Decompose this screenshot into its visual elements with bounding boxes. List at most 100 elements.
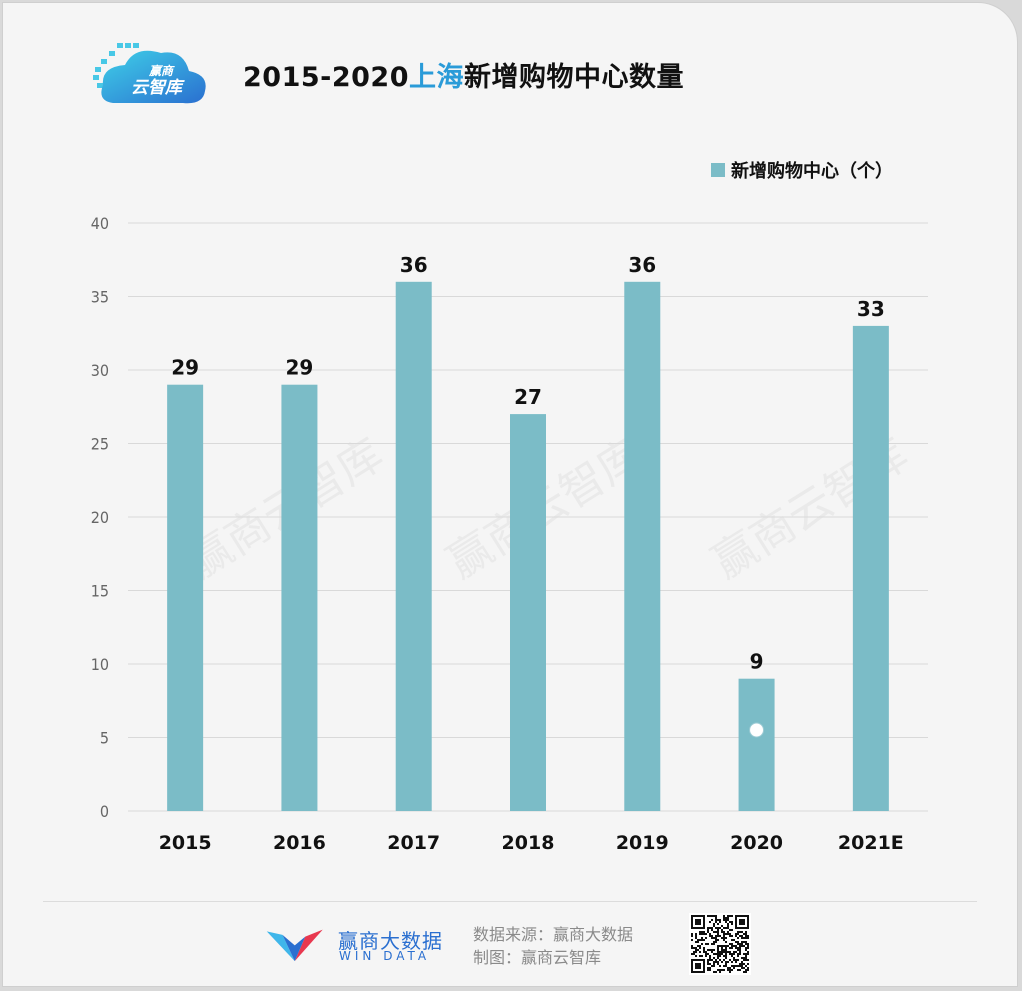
data-label: 29 xyxy=(171,356,199,380)
qr-module xyxy=(711,951,713,953)
qr-module xyxy=(731,935,733,937)
qr-module xyxy=(705,933,707,935)
qr-module xyxy=(729,969,731,971)
chart-title: 2015-2020上海新增购物中心数量 xyxy=(243,55,684,94)
qr-module xyxy=(723,933,725,935)
qr-module xyxy=(747,935,749,937)
qr-module xyxy=(703,949,705,951)
qr-module xyxy=(731,945,733,947)
qr-module xyxy=(709,957,711,959)
qr-module xyxy=(731,953,733,955)
bar xyxy=(167,384,204,811)
qr-module xyxy=(707,953,709,955)
qr-module xyxy=(701,939,703,941)
qr-module xyxy=(705,955,707,957)
qr-module xyxy=(705,951,707,953)
qr-module xyxy=(717,939,719,941)
qr-module xyxy=(731,965,733,967)
qr-module xyxy=(721,949,723,951)
bar xyxy=(395,281,432,811)
qr-module xyxy=(723,959,725,961)
qr-module xyxy=(723,951,725,953)
qr-module xyxy=(695,951,697,953)
qr-module xyxy=(717,931,719,933)
qr-module xyxy=(709,933,711,935)
qr-module xyxy=(727,951,729,953)
qr-module xyxy=(717,929,719,931)
qr-module xyxy=(733,939,735,941)
qr-module xyxy=(731,961,733,963)
qr-module xyxy=(733,951,735,953)
qr-module xyxy=(717,963,719,965)
qr-module xyxy=(745,959,747,961)
qr-module xyxy=(717,969,719,971)
qr-module xyxy=(729,953,731,955)
qr-module xyxy=(695,955,697,957)
qr-module xyxy=(735,945,737,947)
logo-text-bottom: 云智库 xyxy=(131,78,185,98)
qr-finder xyxy=(739,919,745,925)
qr-module xyxy=(707,949,709,951)
qr-module xyxy=(715,931,717,933)
qr-module xyxy=(713,961,715,963)
qr-module xyxy=(721,951,723,953)
qr-module xyxy=(725,953,727,955)
qr-module xyxy=(711,937,713,939)
qr-module xyxy=(713,953,715,955)
qr-module xyxy=(725,917,727,919)
qr-module xyxy=(729,971,731,973)
qr-module xyxy=(719,959,721,961)
qr-module xyxy=(703,933,705,935)
qr-module xyxy=(725,937,727,939)
qr-module xyxy=(729,933,731,935)
qr-finder xyxy=(735,915,737,929)
qr-module xyxy=(739,949,741,951)
qr-module xyxy=(725,933,727,935)
qr-module xyxy=(727,969,729,971)
qr-module xyxy=(713,941,715,943)
qr-module xyxy=(715,927,717,929)
qr-module xyxy=(725,927,727,929)
qr-module xyxy=(735,941,737,943)
qr-module xyxy=(709,969,711,971)
qr-module xyxy=(719,951,721,953)
bar-watermark-icon xyxy=(749,722,765,738)
qr-module xyxy=(715,941,717,943)
qr-module xyxy=(735,959,737,961)
qr-module xyxy=(729,959,731,961)
qr-module xyxy=(747,947,749,949)
qr-module xyxy=(711,927,713,929)
qr-module xyxy=(699,931,701,933)
qr-module xyxy=(731,915,733,917)
qr-module xyxy=(719,945,721,947)
qr-module xyxy=(741,931,743,933)
qr-module xyxy=(745,933,747,935)
y-tick-label: 10 xyxy=(91,655,109,674)
qr-module xyxy=(723,927,725,929)
qr-module xyxy=(723,965,725,967)
qr-module xyxy=(705,937,707,939)
qr-module xyxy=(709,921,711,923)
y-tick-label: 15 xyxy=(91,582,109,601)
bar xyxy=(624,281,661,811)
qr-module xyxy=(719,953,721,955)
qr-module xyxy=(725,949,727,951)
qr-module xyxy=(709,955,711,957)
data-label: 29 xyxy=(286,356,314,380)
qr-module xyxy=(723,915,725,917)
qr-module xyxy=(739,935,741,937)
qr-module xyxy=(715,961,717,963)
qr-module xyxy=(707,915,709,917)
qr-module xyxy=(739,931,741,933)
qr-module xyxy=(725,951,727,953)
qr-module xyxy=(735,951,737,953)
y-tick-label: 20 xyxy=(91,508,109,527)
qr-module xyxy=(707,931,709,933)
qr-module xyxy=(745,971,747,973)
qr-module xyxy=(715,971,717,973)
qr-module xyxy=(713,971,715,973)
qr-module xyxy=(739,969,741,971)
qr-module xyxy=(737,941,739,943)
qr-module xyxy=(731,921,733,923)
x-tick-label: 2015 xyxy=(159,832,212,854)
